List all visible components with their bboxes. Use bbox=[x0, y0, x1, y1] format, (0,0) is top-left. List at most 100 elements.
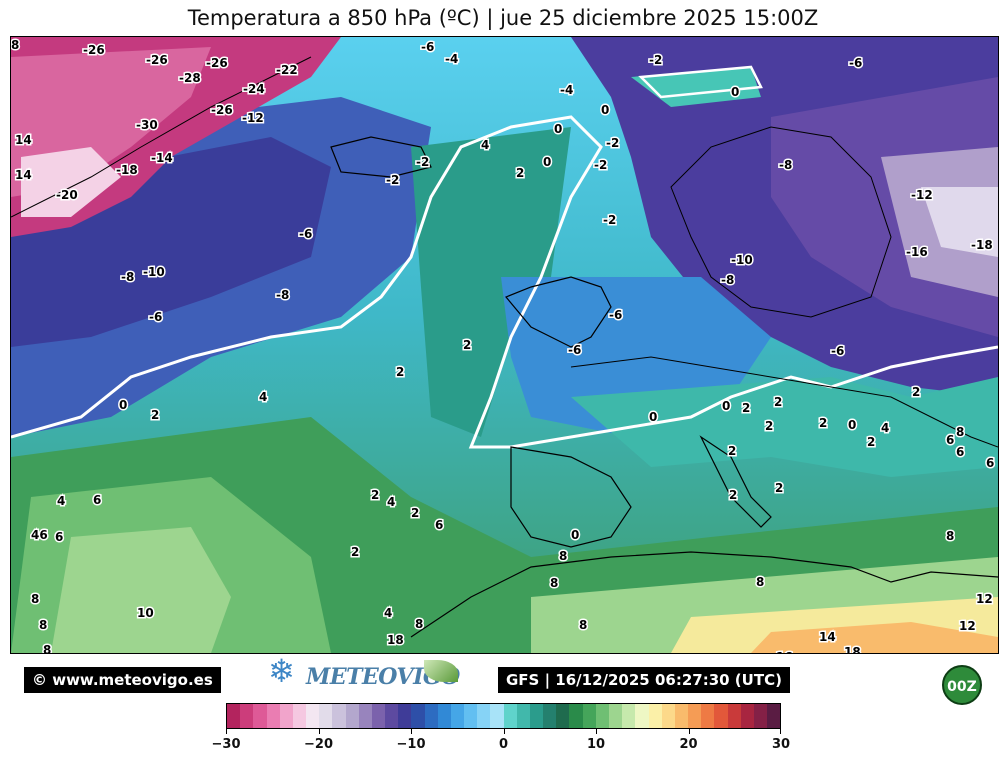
colorbar-segment bbox=[477, 704, 491, 728]
colorbar-segment bbox=[279, 704, 293, 728]
isotherm-label: 0 bbox=[731, 85, 739, 99]
isotherm-label: 18 bbox=[844, 645, 861, 653]
website-credit[interactable]: © www.meteovigo.es bbox=[24, 667, 221, 693]
colorbar-segment bbox=[358, 704, 372, 728]
colorbar-tick-label: 0 bbox=[498, 737, 509, 752]
isotherm-label: 4 bbox=[57, 494, 65, 508]
isotherm-labels: -26-26 -26-28-24-22-26-12-30-14-18-201414… bbox=[11, 37, 996, 653]
colorbar-tick bbox=[411, 729, 412, 734]
isotherm-label: -4 bbox=[560, 83, 573, 97]
isotherm-label: 8 bbox=[415, 617, 423, 631]
colorbar-segment bbox=[411, 704, 425, 728]
colorbar-tick bbox=[780, 729, 781, 734]
colorbar-segment bbox=[635, 704, 649, 728]
colorbar-segment bbox=[332, 704, 346, 728]
isotherm-label: 2 bbox=[371, 488, 379, 502]
colorbar-segment bbox=[543, 704, 557, 728]
colorbar-segment bbox=[266, 704, 280, 728]
isotherm-label: -12 bbox=[242, 111, 264, 125]
isotherm-label: 2 bbox=[151, 408, 159, 422]
isotherm-label: 0 bbox=[554, 122, 562, 136]
isotherm-label: 4 bbox=[881, 421, 889, 435]
isotherm-label: 6 bbox=[55, 530, 63, 544]
colorbar-segment bbox=[688, 704, 702, 728]
isotherm-label: 8 bbox=[11, 38, 19, 52]
colorbar bbox=[226, 703, 781, 729]
isotherm-label: -26 bbox=[206, 56, 228, 70]
isotherm-label: 8 bbox=[43, 643, 51, 653]
colorbar-segment bbox=[740, 704, 754, 728]
isotherm-label: -2 bbox=[649, 53, 662, 67]
isotherm-label: -2 bbox=[603, 213, 616, 227]
isotherm-label: 8 bbox=[39, 618, 47, 632]
isotherm-label: 4 bbox=[387, 495, 395, 509]
isotherm-label: -12 bbox=[911, 188, 933, 202]
colorbar-segment bbox=[253, 704, 267, 728]
isotherm-label: 2 bbox=[516, 166, 524, 180]
isotherm-label: 14 bbox=[15, 168, 32, 182]
colorbar-segment bbox=[490, 704, 504, 728]
run-badge: 00Z bbox=[942, 665, 982, 705]
colorbar-segment bbox=[385, 704, 399, 728]
isotherm-label: 4 bbox=[259, 390, 267, 404]
colorbar-segment bbox=[767, 704, 781, 728]
colorbar-segment bbox=[227, 704, 241, 728]
colorbar-tick-label: −10 bbox=[396, 737, 426, 752]
colorbar-segment bbox=[674, 704, 689, 728]
isotherm-label: 8 bbox=[946, 529, 954, 543]
colorbar-segment bbox=[319, 704, 333, 728]
isotherm-label: 2 bbox=[867, 435, 875, 449]
isotherm-label: 8 bbox=[31, 592, 39, 606]
colorbar-segment bbox=[437, 704, 451, 728]
isotherm-label: -26 bbox=[83, 43, 105, 57]
isotherm-label: -6 bbox=[831, 344, 844, 358]
isotherm-label: 2 bbox=[729, 488, 737, 502]
isotherm-label: -28 bbox=[179, 71, 201, 85]
zero-isotherm bbox=[11, 115, 998, 449]
isotherm-label: 18 bbox=[387, 633, 404, 647]
isotherm-label: 0 bbox=[543, 155, 551, 169]
warm-tongue bbox=[411, 127, 571, 437]
isotherm-label: -2 bbox=[594, 158, 607, 172]
isotherm-label: 6 bbox=[956, 445, 964, 459]
colorbar-segment bbox=[424, 704, 438, 728]
isotherm-label: 2 bbox=[463, 338, 471, 352]
isotherm-label: 12 bbox=[959, 619, 976, 633]
isotherm-label: -2 bbox=[386, 173, 399, 187]
colorbar-segment bbox=[529, 704, 544, 728]
isotherm-label: 14 bbox=[15, 133, 32, 147]
isotherm-label: 2 bbox=[912, 385, 920, 399]
colorbar-segment bbox=[556, 704, 570, 728]
british-isles-coast bbox=[505, 276, 612, 348]
colorbar-segment bbox=[371, 704, 386, 728]
isotherm-label: 2 bbox=[351, 545, 359, 559]
isotherm-label: -8 bbox=[276, 288, 289, 302]
isotherm-label: 2 bbox=[774, 395, 782, 409]
colorbar-segment bbox=[516, 704, 530, 728]
greenland-coast bbox=[11, 56, 312, 218]
colorbar-segment bbox=[306, 704, 320, 728]
isotherm-label: 6 bbox=[946, 433, 954, 447]
isotherm-label: 6 bbox=[93, 493, 101, 507]
isotherm-label: 6 bbox=[435, 518, 443, 532]
isotherm-label: -2 bbox=[606, 136, 619, 150]
isotherm-label: 8 bbox=[559, 549, 567, 563]
isotherm-label: 2 bbox=[728, 444, 736, 458]
map-title: Temperatura a 850 hPa (ºC) | jue 25 dici… bbox=[187, 6, 819, 30]
isotherm-label: 8 bbox=[956, 425, 964, 439]
colorbar-segment bbox=[714, 704, 728, 728]
isotherm-label: -8 bbox=[721, 273, 734, 287]
isotherm-label: 14 bbox=[819, 630, 836, 644]
colorbar-segment bbox=[464, 704, 478, 728]
colorbar-ticks: −30 −20 −10 0 10 20 30 bbox=[212, 729, 790, 757]
isotherm-label: -4 bbox=[445, 52, 458, 66]
temperature-map: -26 -26 -26 -28 -24 -22 -26 -12 -30 -14 -18 -20 14 14… bbox=[10, 36, 999, 654]
isotherm-label: 12 bbox=[976, 592, 993, 606]
isotherm-label: 0 bbox=[571, 528, 579, 542]
colorbar-segment bbox=[398, 704, 412, 728]
colorbar-segment bbox=[240, 704, 254, 728]
colorbar-segment bbox=[582, 704, 596, 728]
colorbar-tick-label: 30 bbox=[771, 737, 791, 752]
colorbar-tick bbox=[596, 729, 597, 734]
meteovigo-logo: ❄ METEOVIGO bbox=[268, 652, 468, 698]
